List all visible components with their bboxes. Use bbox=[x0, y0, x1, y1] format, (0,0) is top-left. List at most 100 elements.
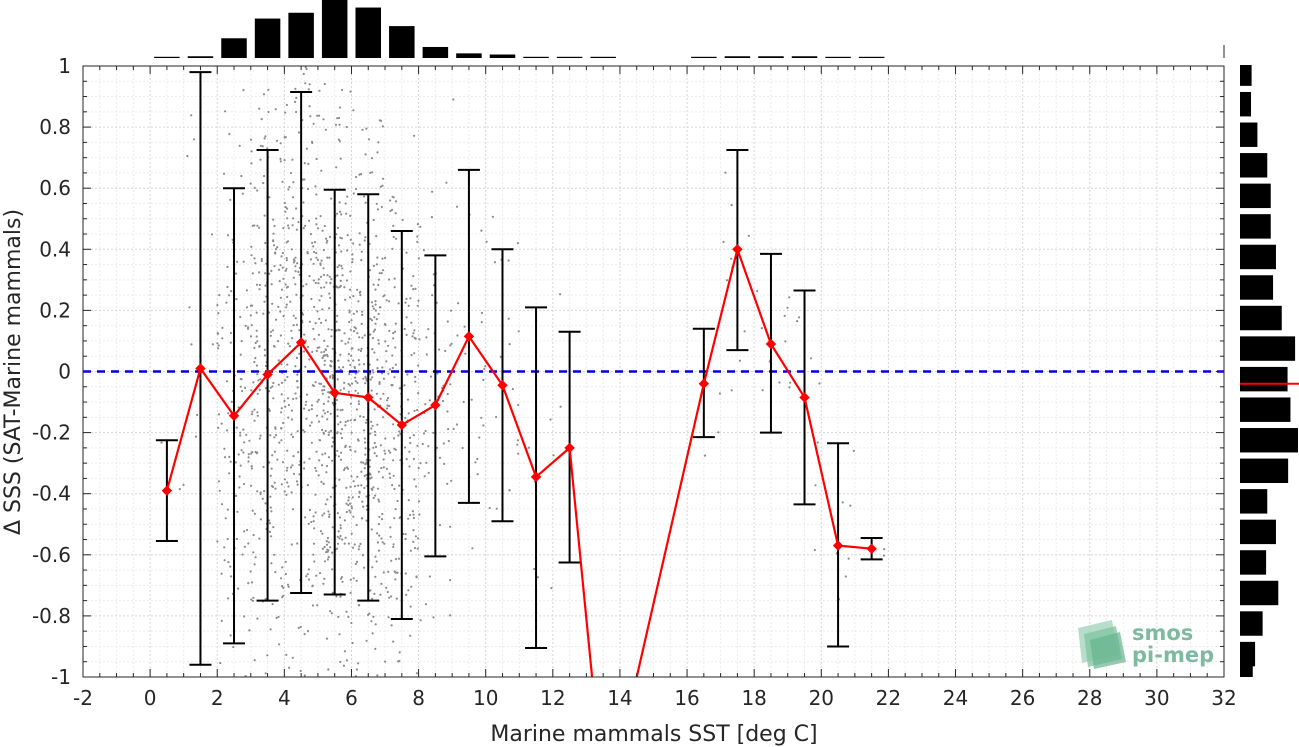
scatter-point bbox=[365, 127, 368, 130]
mean-marker bbox=[497, 380, 508, 391]
scatter-point bbox=[305, 417, 308, 420]
scatter-point bbox=[321, 356, 324, 360]
scatter-point bbox=[369, 432, 372, 435]
scatter-point bbox=[483, 367, 486, 370]
scatter-point bbox=[294, 270, 297, 273]
scatter-point bbox=[282, 227, 285, 230]
scatter-point bbox=[235, 298, 238, 301]
scatter-point bbox=[330, 612, 333, 615]
scatter-point bbox=[374, 555, 377, 558]
scatter-point bbox=[374, 647, 377, 651]
scatter-point bbox=[257, 379, 260, 382]
scatter-point bbox=[378, 306, 381, 309]
scatter-point bbox=[196, 413, 199, 417]
scatter-point bbox=[327, 456, 330, 459]
scatter-point bbox=[335, 547, 339, 550]
scatter-point bbox=[302, 429, 305, 432]
scatter-point bbox=[226, 537, 229, 541]
scatter-point bbox=[293, 259, 296, 262]
scatter-point bbox=[297, 626, 300, 630]
scatter-point bbox=[279, 142, 282, 145]
scatter-point bbox=[309, 233, 312, 236]
scatter-point bbox=[394, 558, 398, 561]
scatter-point bbox=[389, 526, 392, 529]
scatter-point bbox=[314, 281, 317, 285]
scatter-point bbox=[308, 83, 311, 86]
scatter-point bbox=[308, 508, 311, 512]
logo-text-line1: smos bbox=[1132, 621, 1193, 645]
scatter-point bbox=[352, 312, 355, 315]
scatter-point bbox=[338, 516, 342, 519]
right-histogram-bar bbox=[1240, 275, 1274, 300]
scatter-point bbox=[316, 604, 319, 607]
scatter-point bbox=[292, 181, 295, 184]
y-tick-label: -0.4 bbox=[32, 482, 71, 506]
scatter-point bbox=[339, 389, 342, 392]
scatter-point bbox=[349, 214, 352, 217]
scatter-point bbox=[377, 312, 380, 316]
scatter-point bbox=[247, 456, 250, 459]
scatter-point bbox=[296, 386, 299, 389]
scatter-point bbox=[370, 389, 373, 392]
scatter-point bbox=[376, 256, 379, 259]
scatter-point bbox=[357, 359, 360, 362]
scatter-point bbox=[299, 625, 302, 629]
scatter-point bbox=[228, 455, 231, 458]
scatter-point bbox=[370, 487, 373, 490]
scatter-point bbox=[370, 476, 373, 479]
scatter-point bbox=[310, 140, 314, 143]
scatter-point bbox=[311, 604, 315, 607]
scatter-point bbox=[372, 446, 375, 449]
y-tick-label: 0 bbox=[58, 360, 71, 384]
scatter-point bbox=[302, 72, 305, 76]
scatter-point bbox=[516, 242, 520, 245]
scatter-point bbox=[287, 403, 290, 407]
scatter-point bbox=[349, 402, 352, 405]
scatter-point bbox=[338, 478, 341, 481]
right-histogram-bar bbox=[1240, 153, 1268, 178]
scatter-point bbox=[344, 342, 347, 345]
scatter-point bbox=[381, 476, 384, 479]
scatter-point bbox=[269, 506, 272, 509]
scatter-point bbox=[347, 496, 350, 499]
scatter-point bbox=[277, 305, 280, 308]
scatter-point bbox=[349, 90, 352, 93]
scatter-point bbox=[372, 307, 376, 310]
scatter-point bbox=[250, 150, 253, 153]
scatter-point bbox=[329, 610, 332, 613]
scatter-point bbox=[235, 494, 238, 497]
scatter-point bbox=[258, 344, 261, 348]
scatter-point bbox=[317, 474, 320, 477]
scatter-point bbox=[450, 479, 453, 482]
scatter-point bbox=[315, 252, 318, 255]
scatter-point bbox=[432, 616, 435, 619]
top-histogram bbox=[154, 0, 1225, 59]
scatter-point bbox=[478, 436, 481, 439]
scatter-point bbox=[255, 452, 258, 455]
scatter-point bbox=[254, 357, 257, 360]
scatter-point bbox=[358, 336, 361, 339]
scatter-point bbox=[253, 408, 256, 411]
scatter-point bbox=[268, 461, 271, 464]
scatter-point bbox=[217, 480, 220, 483]
scatter-point bbox=[421, 442, 424, 446]
scatter-point bbox=[280, 411, 283, 414]
scatter-point bbox=[254, 341, 257, 345]
scatter-point bbox=[325, 540, 328, 543]
scatter-point bbox=[393, 487, 396, 491]
scatter-point bbox=[425, 336, 428, 339]
scatter-point bbox=[287, 485, 290, 488]
scatter-point bbox=[370, 420, 373, 423]
scatter-point bbox=[292, 217, 295, 220]
scatter-point bbox=[349, 591, 352, 595]
scatter-point bbox=[414, 535, 417, 538]
scatter-point bbox=[341, 408, 344, 411]
scatter-point bbox=[446, 482, 449, 485]
scatter-point bbox=[260, 118, 263, 121]
scatter-point bbox=[349, 419, 352, 422]
scatter-point bbox=[218, 294, 221, 297]
scatter-point bbox=[325, 471, 328, 474]
scatter-point bbox=[259, 378, 262, 381]
scatter-point bbox=[364, 453, 367, 456]
scatter-point bbox=[394, 322, 397, 325]
